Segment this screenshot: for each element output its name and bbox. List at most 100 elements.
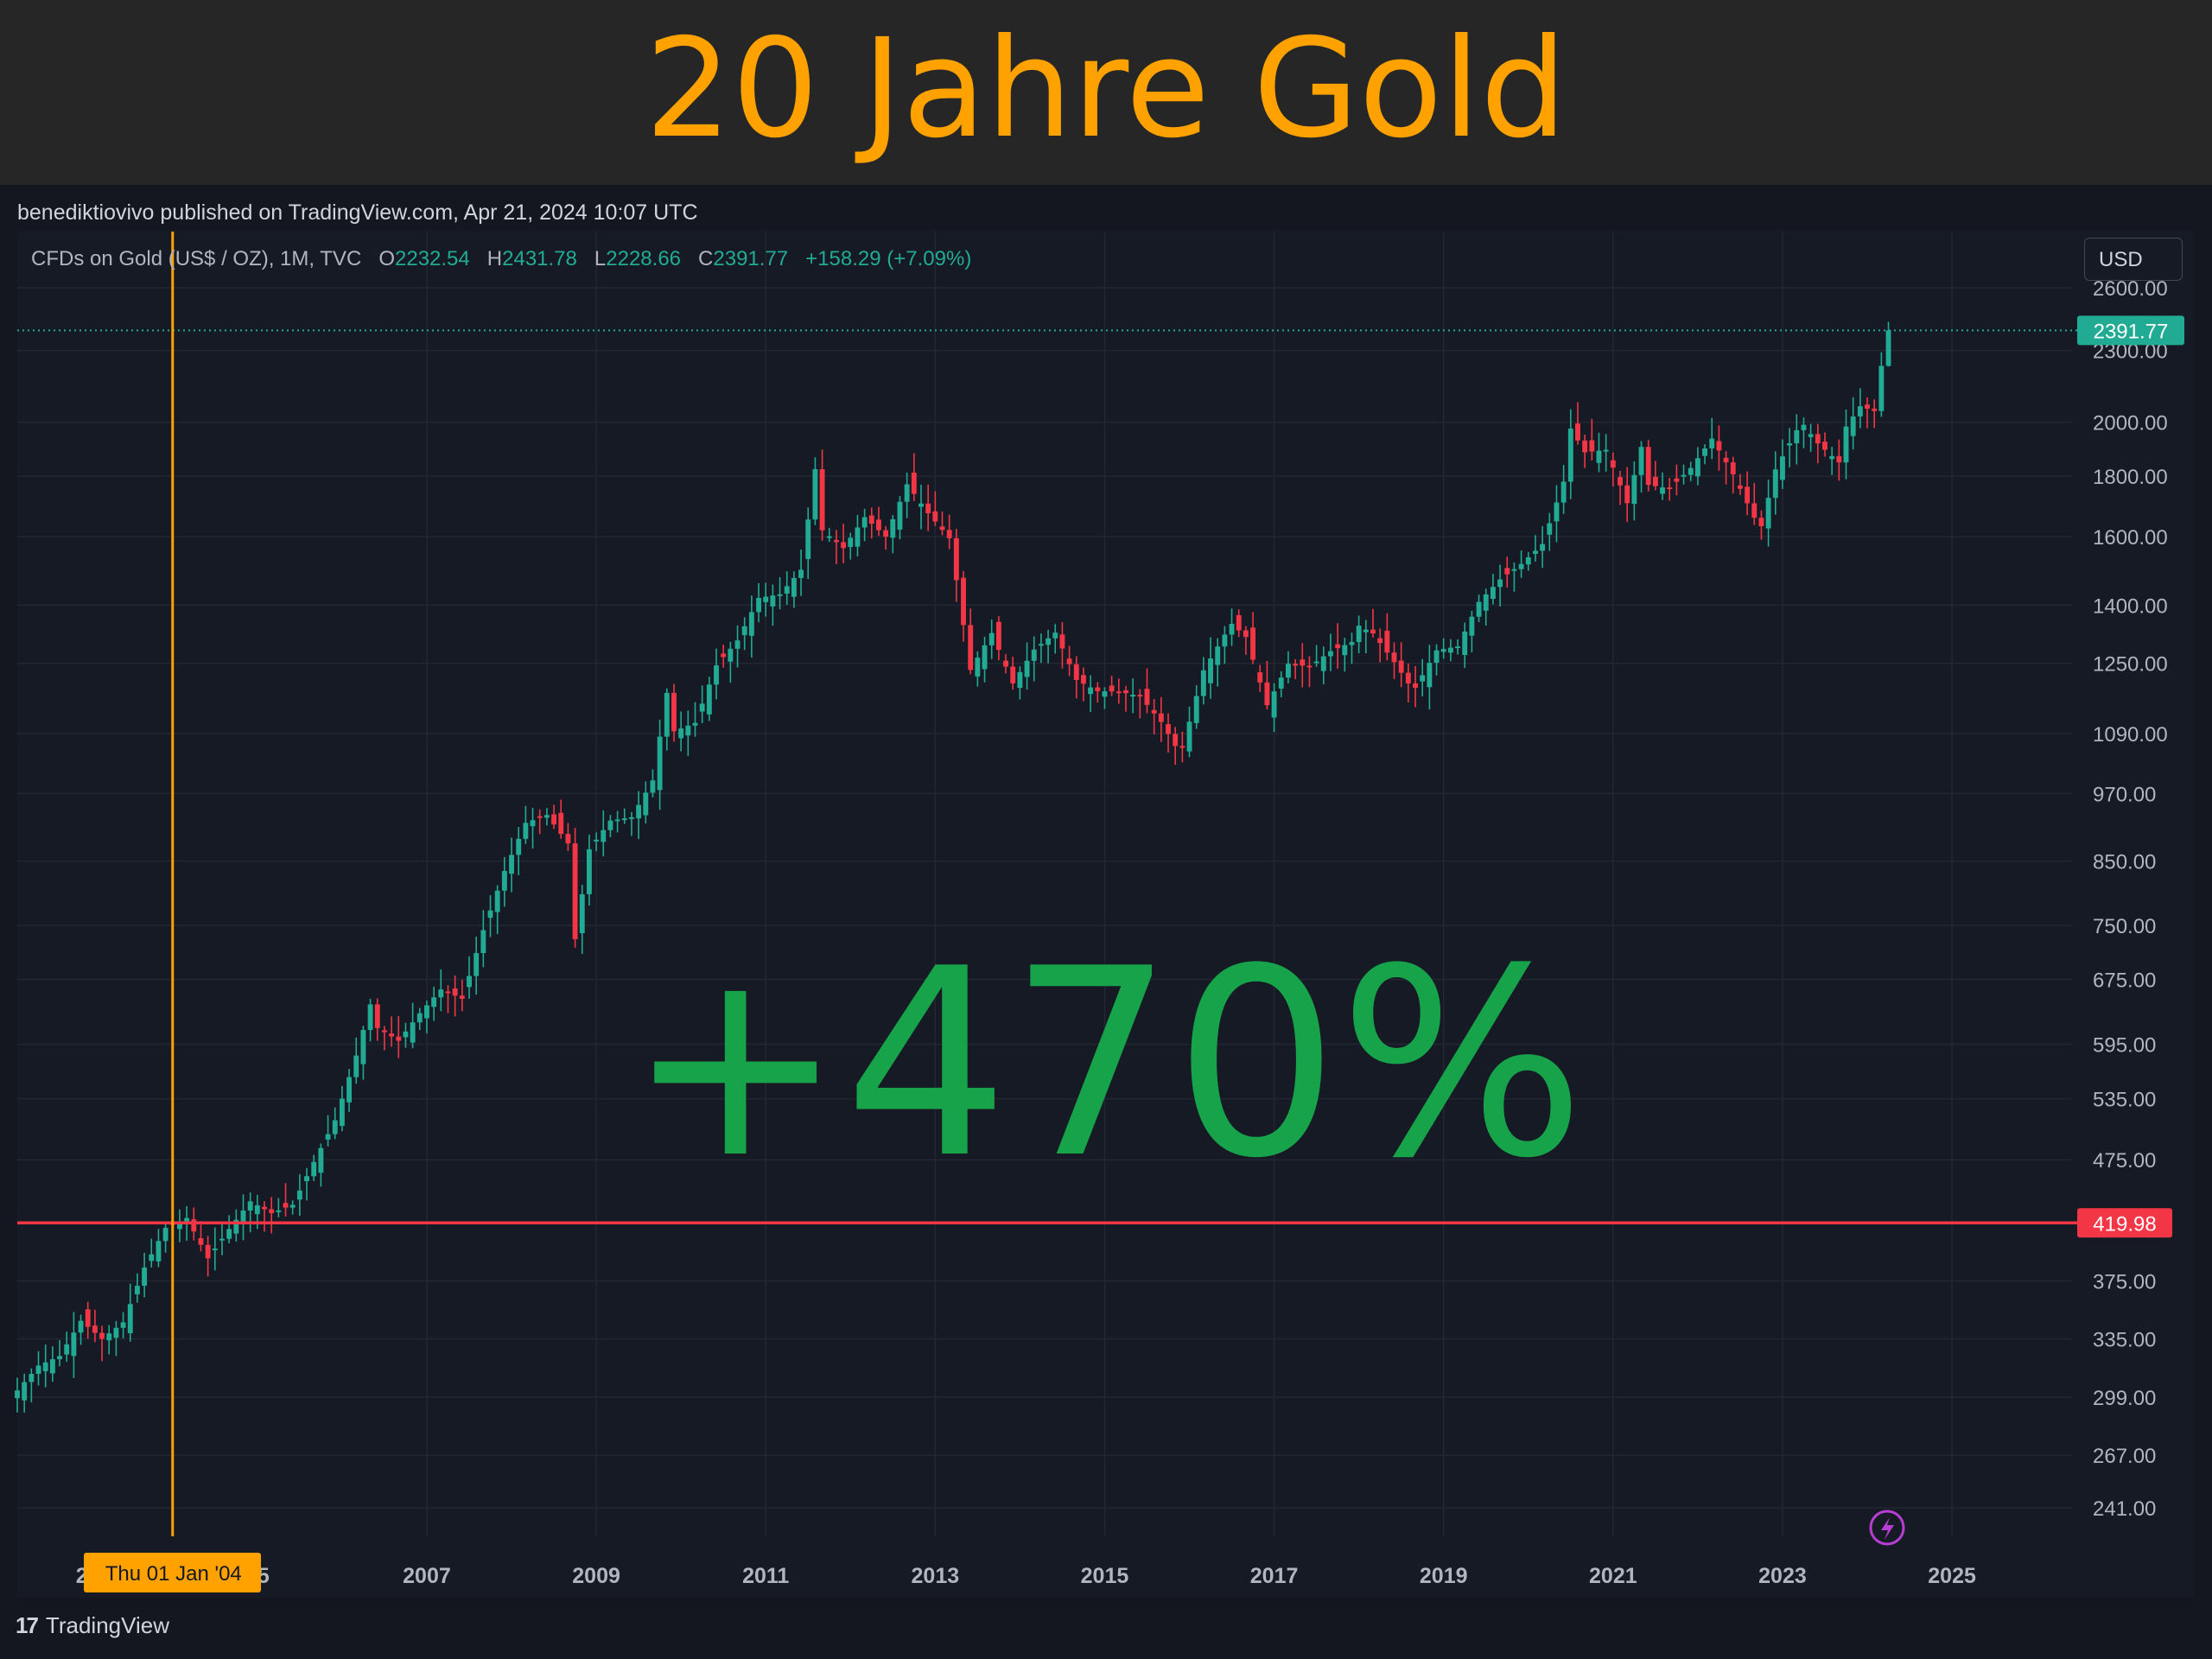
y-tick-label: 475.00 <box>2093 1149 2156 1173</box>
y-tick-label: 267.00 <box>2093 1445 2156 1468</box>
y-tick-label: 1090.00 <box>2093 723 2168 747</box>
currency-button[interactable]: USD <box>2084 238 2183 281</box>
candle-body <box>78 1320 84 1333</box>
candle-body <box>1765 498 1771 529</box>
candle-body <box>1046 638 1052 645</box>
candle-body <box>861 517 868 528</box>
candle-body <box>699 703 705 712</box>
candle-body <box>982 645 988 670</box>
candle-body <box>621 818 627 821</box>
candle-body <box>523 823 529 839</box>
candle-body <box>233 1219 239 1234</box>
candle-body <box>1497 579 1503 588</box>
candle-body <box>1433 650 1440 664</box>
candle-body <box>325 1134 331 1140</box>
candle-body <box>1420 675 1426 682</box>
candle-body <box>1158 713 1164 722</box>
candle-body <box>198 1238 204 1245</box>
candle-body <box>988 632 995 645</box>
candle-body <box>438 989 444 998</box>
big-percentage-text: +470% <box>626 913 1585 1215</box>
candle-body <box>1010 666 1016 683</box>
candle-body <box>643 792 649 816</box>
candle-body <box>1243 630 1249 638</box>
candle-body <box>692 722 698 726</box>
y-tick-label: 675.00 <box>2093 969 2156 993</box>
candle-body <box>1356 626 1362 643</box>
candle-body <box>1540 543 1546 551</box>
candle-body <box>247 1201 253 1211</box>
candle-body <box>134 1286 140 1294</box>
candle-body <box>741 626 747 636</box>
candle-body <box>1088 687 1094 695</box>
candle-body <box>1794 429 1800 444</box>
crosshair-date-label: Thu 01 Jan '04 <box>105 1562 242 1586</box>
candle-body <box>1787 443 1793 446</box>
candle-body <box>1398 660 1404 673</box>
candle-body <box>403 1031 409 1038</box>
y-tick-label: 1400.00 <box>2093 594 2168 618</box>
y-tick-label: 750.00 <box>2093 915 2156 938</box>
candle-body <box>346 1077 353 1103</box>
y-tick-label: 241.00 <box>2093 1497 2156 1521</box>
candle-body <box>71 1332 77 1357</box>
candle-body <box>92 1325 98 1333</box>
candle-body <box>360 1029 366 1065</box>
y-tick-label: 535.00 <box>2093 1089 2156 1112</box>
candle-body <box>601 830 607 842</box>
candle-body <box>537 816 543 818</box>
candle-body <box>156 1241 162 1262</box>
candle-body <box>474 953 480 976</box>
y-tick-label: 299.00 <box>2093 1387 2156 1410</box>
candle-body <box>1511 569 1517 571</box>
candle-body <box>1377 638 1383 644</box>
candle-body <box>657 736 663 791</box>
candle-body <box>678 728 684 739</box>
candle-body <box>636 804 642 819</box>
y-tick-label: 375.00 <box>2093 1271 2156 1294</box>
candle-body <box>240 1211 246 1223</box>
candle-body <box>269 1209 275 1214</box>
candle-body <box>1186 721 1192 752</box>
candle-body <box>1264 682 1270 706</box>
candle-body <box>1567 429 1573 482</box>
candle-body <box>706 684 712 715</box>
candle-body <box>1667 487 1673 490</box>
candle-body <box>516 838 522 855</box>
candle-body <box>961 577 966 626</box>
high-label: H <box>486 247 503 270</box>
candle-body <box>1293 664 1299 666</box>
candle-body <box>883 530 889 537</box>
candle-body <box>106 1333 112 1341</box>
candle-body <box>57 1356 62 1360</box>
candle-body <box>826 536 832 538</box>
candle-body <box>1384 630 1390 653</box>
candle-body <box>1151 709 1157 714</box>
candle-body <box>99 1332 105 1339</box>
candle-body <box>995 621 1001 651</box>
candle-body <box>431 997 437 1007</box>
candle-body <box>1313 661 1319 664</box>
candle-body <box>925 503 931 513</box>
candle-body <box>374 1004 380 1028</box>
candle-body <box>85 1309 91 1327</box>
candle-body <box>1320 656 1326 671</box>
candle-body <box>855 527 861 547</box>
x-tick-label: 2019 <box>1420 1564 1468 1588</box>
candle-body <box>494 890 500 912</box>
current-price-tag <box>2077 315 2184 346</box>
candle-body <box>734 640 741 649</box>
candle-body <box>1363 629 1369 632</box>
candle-body <box>1200 670 1206 696</box>
candle-body <box>1730 462 1736 474</box>
tradingview-logo[interactable]: 17 TradingView <box>16 1612 169 1639</box>
candle-body <box>1638 447 1644 475</box>
candle-body <box>396 1036 402 1041</box>
candle-body <box>946 530 952 538</box>
candle-body <box>49 1359 55 1374</box>
support-price-label: 419.98 <box>2093 1212 2156 1236</box>
candle-body <box>1560 481 1567 503</box>
candle-body <box>1455 646 1460 649</box>
candle-body <box>1066 658 1072 664</box>
